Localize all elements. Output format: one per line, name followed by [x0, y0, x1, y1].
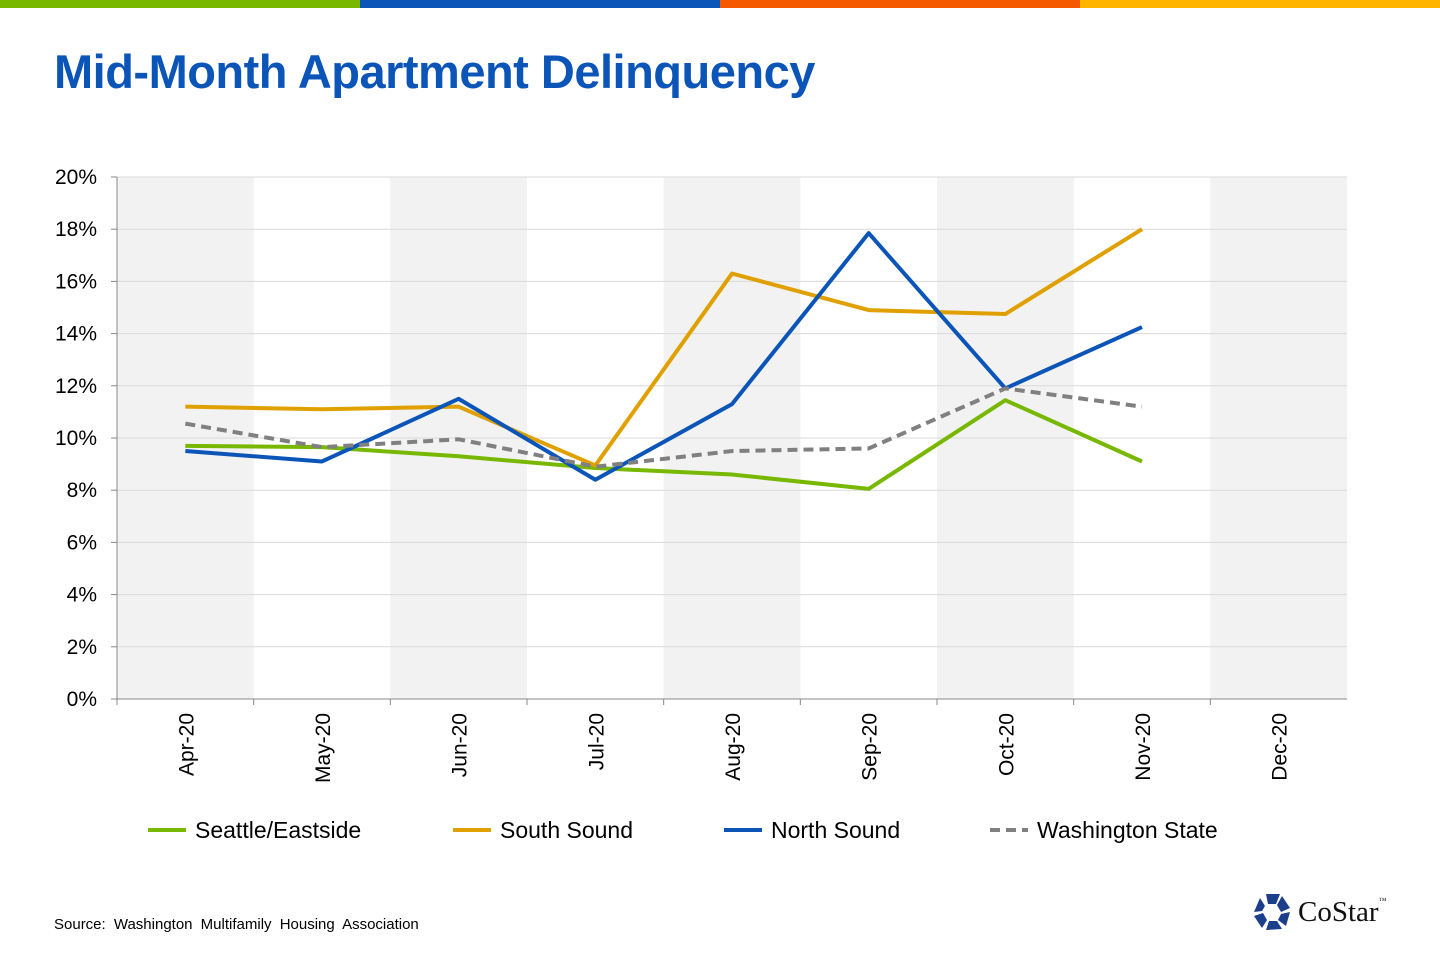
costar-star-icon	[1254, 894, 1290, 930]
x-tick-label: Dec-20	[1269, 713, 1292, 781]
y-tick-label: 10%	[55, 427, 97, 450]
top-bar-segment	[720, 0, 1080, 8]
y-tick-label: 0%	[67, 688, 97, 711]
x-tick-label: May-20	[312, 713, 335, 783]
series-line-south-sound	[185, 227, 1144, 468]
x-tick-label: Aug-20	[722, 713, 745, 781]
y-tick-label: 8%	[67, 479, 97, 502]
x-tick-label: Nov-20	[1132, 713, 1155, 781]
x-tick-label: Jun-20	[449, 713, 472, 777]
legend-label: North Sound	[771, 817, 900, 843]
source-note: Source: Washington Multifamily Housing A…	[54, 916, 419, 933]
costar-logo: CoStar™	[1252, 892, 1386, 932]
legend-label: Seattle/Eastside	[195, 817, 361, 843]
legend-label: Washington State	[1037, 817, 1218, 843]
x-tick-label: Sep-20	[859, 713, 882, 781]
x-tick-label: Jul-20	[585, 713, 608, 770]
chart-title: Mid-Month Apartment Delinquency	[54, 45, 815, 98]
y-tick-label: 4%	[67, 584, 97, 607]
y-tick-label: 12%	[55, 375, 97, 398]
logo-text: CoStar™	[1298, 895, 1387, 928]
y-tick-label: 16%	[55, 270, 97, 293]
series-line-seattle-eastside	[185, 398, 1143, 491]
series-line-washington-state	[184, 386, 1143, 469]
y-tick-label: 20%	[55, 166, 97, 189]
y-tick-label: 2%	[67, 636, 97, 659]
y-tick-label: 18%	[55, 218, 97, 241]
top-bar-segment	[360, 0, 720, 8]
series-line-north-sound	[185, 231, 1143, 482]
legend-label: South Sound	[500, 817, 633, 843]
y-tick-label: 14%	[55, 323, 97, 346]
line-chart: 0% 2% 4% 6% 8% 10% 12% 14% 16% 18% 20% Apr-20 May-20…	[55, 166, 1347, 843]
x-tick-label: Oct-20	[995, 713, 1018, 776]
top-bar-segment	[0, 0, 360, 8]
y-tick-label: 6%	[67, 531, 97, 554]
top-bar-segment	[1080, 0, 1440, 8]
x-tick-label: Apr-20	[175, 713, 198, 776]
